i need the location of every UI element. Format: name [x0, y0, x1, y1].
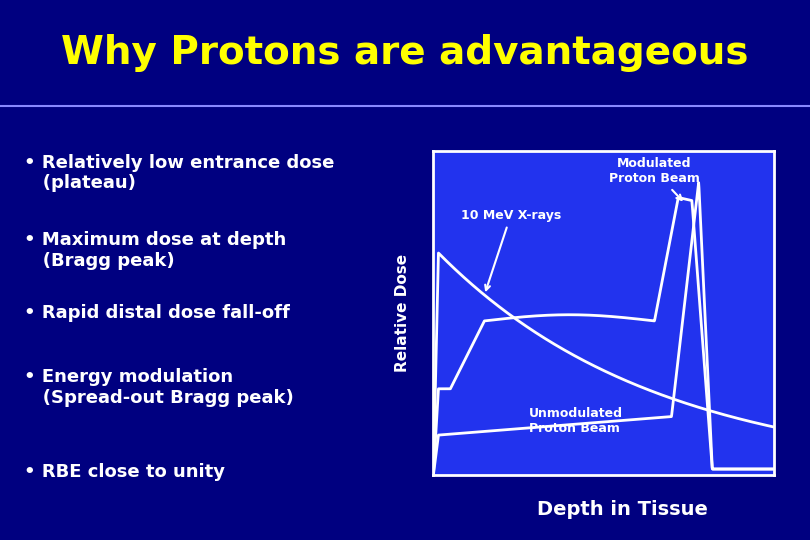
Text: Modulated
Proton Beam: Modulated Proton Beam — [609, 157, 700, 200]
Text: 10 MeV X-rays: 10 MeV X-rays — [461, 209, 561, 290]
Text: • Energy modulation
   (Spread-out Bragg peak): • Energy modulation (Spread-out Bragg pe… — [24, 368, 294, 407]
Text: Unmodulated
Proton Beam: Unmodulated Proton Beam — [529, 407, 623, 435]
Text: • Rapid distal dose fall-off: • Rapid distal dose fall-off — [24, 304, 290, 322]
Text: Relative Dose: Relative Dose — [395, 254, 410, 372]
Text: • Relatively low entrance dose
   (plateau): • Relatively low entrance dose (plateau) — [24, 153, 335, 192]
Text: • Maximum dose at depth
   (Bragg peak): • Maximum dose at depth (Bragg peak) — [24, 231, 287, 269]
Text: Why Protons are advantageous: Why Protons are advantageous — [62, 34, 748, 72]
Text: • RBE close to unity: • RBE close to unity — [24, 463, 225, 481]
Text: Depth in Tissue: Depth in Tissue — [538, 501, 708, 519]
